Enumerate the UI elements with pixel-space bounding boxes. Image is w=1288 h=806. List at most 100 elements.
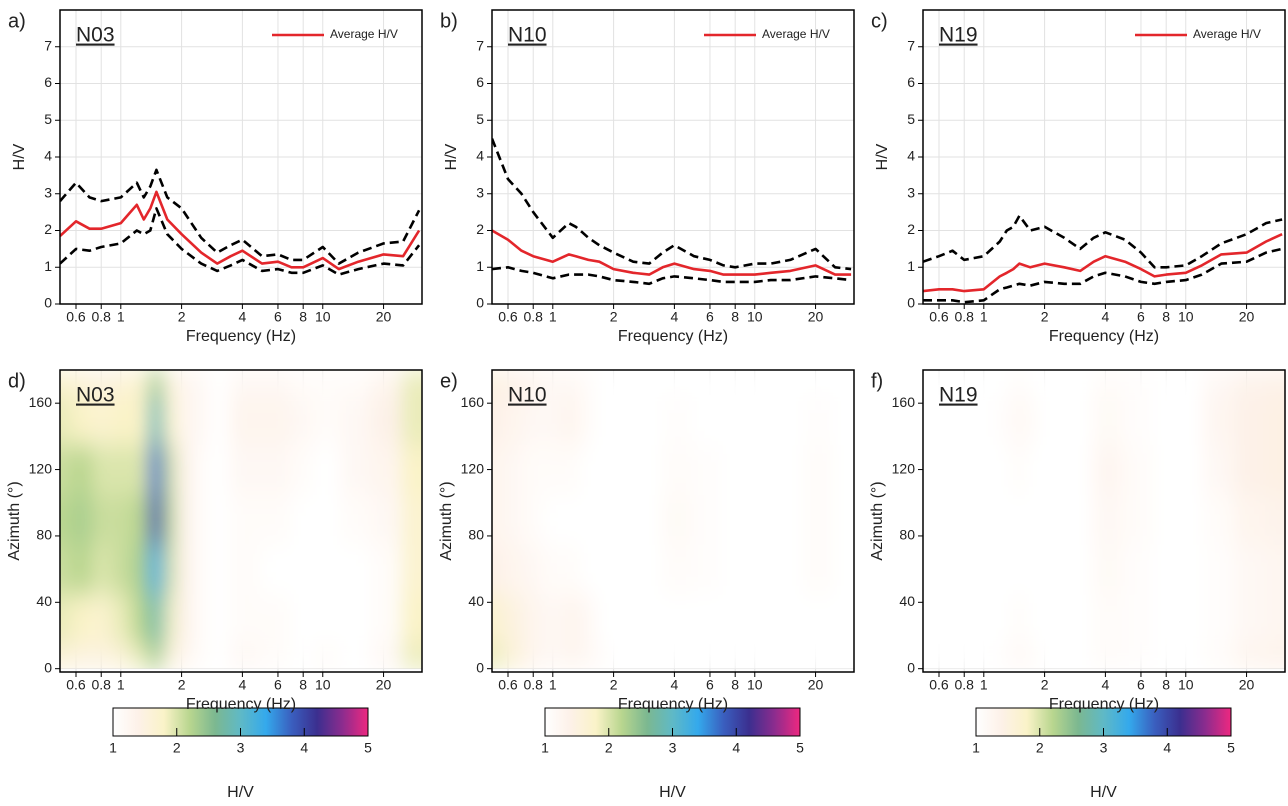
heat-cell [661,544,693,595]
heat-cell [833,494,854,545]
heat-cell [492,494,505,545]
heat-cell [641,594,663,645]
y-tick-label: 160 [29,394,53,410]
heat-cell [290,594,314,645]
heat-cell [1175,544,1205,595]
colorbar-tick-label: 4 [1163,740,1171,756]
heat-cell [1175,643,1205,669]
heat-cell [175,544,192,595]
y-tick-label: 3 [476,184,484,200]
x-tick-label: 6 [706,677,714,693]
heat-cell [148,544,164,595]
heat-cell [623,494,642,545]
colorbar-tick-label: 2 [173,740,181,756]
heat-cell [543,494,564,545]
lines [60,168,421,276]
x-tick-label: 8 [731,309,739,325]
heat-cell [1038,544,1055,595]
heat-cell [503,444,525,495]
y-tick-label: 7 [44,37,52,53]
station-label: N03 [76,24,115,47]
heat-cell [92,370,112,396]
heat-cell [312,494,342,545]
heat-cell [623,394,642,446]
heat-cell [163,394,177,446]
heat-cell [60,643,73,669]
heat-cell [209,594,231,645]
heat-cell [1233,444,1265,495]
heat-cell [1092,394,1124,446]
heat-cell [111,370,132,396]
heat-cell [1011,494,1027,545]
heat-cell [370,494,402,545]
heat-cell [312,444,342,495]
heat-cell [209,370,231,396]
x-tick-label: 10 [747,677,763,693]
average-line [60,190,421,271]
heat-cell [595,370,609,396]
heat-cell [401,370,422,396]
x-tick-label: 20 [808,677,824,693]
heat-cell [692,444,724,495]
heat-cell [623,594,642,645]
heat-cell [340,494,372,545]
y-axis-title: H/V [443,143,460,170]
heat-cell [60,544,73,595]
heat-cell [955,394,975,446]
heat-cell [130,370,149,396]
heat-cell [661,444,693,495]
colorbar-tick-label: 4 [732,740,740,756]
heat-cell [1026,494,1040,545]
heat-cell [1092,594,1124,645]
heat-cell [312,544,342,595]
heat-cell [71,643,93,669]
heat-cell [974,544,995,595]
heat-cell [993,643,1012,669]
heat-cell [1054,394,1073,446]
heat-cell [1153,494,1177,545]
heat-cell [175,394,192,446]
y-tick-label: 0 [44,295,52,311]
heat-cell [974,594,995,645]
heat-cell [1072,643,1094,669]
y-tick-label: 7 [907,37,915,53]
heat-cell [1233,544,1265,595]
heat-cell [1054,494,1073,545]
heat-cell [1264,544,1285,595]
heat-cell [833,394,854,446]
heat-cell [92,394,112,446]
heat-cell [60,444,73,495]
heat-cell [595,594,609,645]
heat-cell [1038,594,1055,645]
heat-cell [722,370,746,396]
heat-cell [60,394,73,446]
heat-cell [1123,394,1155,446]
heat-cell [492,394,505,446]
heat-cell [692,594,724,645]
heat-cell [92,643,112,669]
y-tick-label: 3 [907,184,915,200]
heat-cell [148,444,164,495]
heat-cell [229,544,261,595]
x-tick-label: 2 [178,309,186,325]
heat-cell [370,643,402,669]
heat-cell [580,643,596,669]
heatmap [60,370,422,669]
heat-cell [503,494,525,545]
heat-cell [623,643,642,669]
lines [492,138,852,286]
heat-cell [312,370,342,396]
heat-cell [209,643,231,669]
y-tick-label: 5 [44,111,52,127]
x-tick-label: 2 [178,677,186,693]
panel-label: c) [871,10,888,32]
y-tick-label: 3 [44,184,52,200]
x-tick-label: 1 [117,309,125,325]
panel-label: f) [871,370,883,392]
heat-cell [191,494,210,545]
heat-cell [692,394,724,446]
heat-cell [923,444,936,495]
heat-cell [974,643,995,669]
heat-cell [722,643,746,669]
heat-cell [562,394,581,446]
